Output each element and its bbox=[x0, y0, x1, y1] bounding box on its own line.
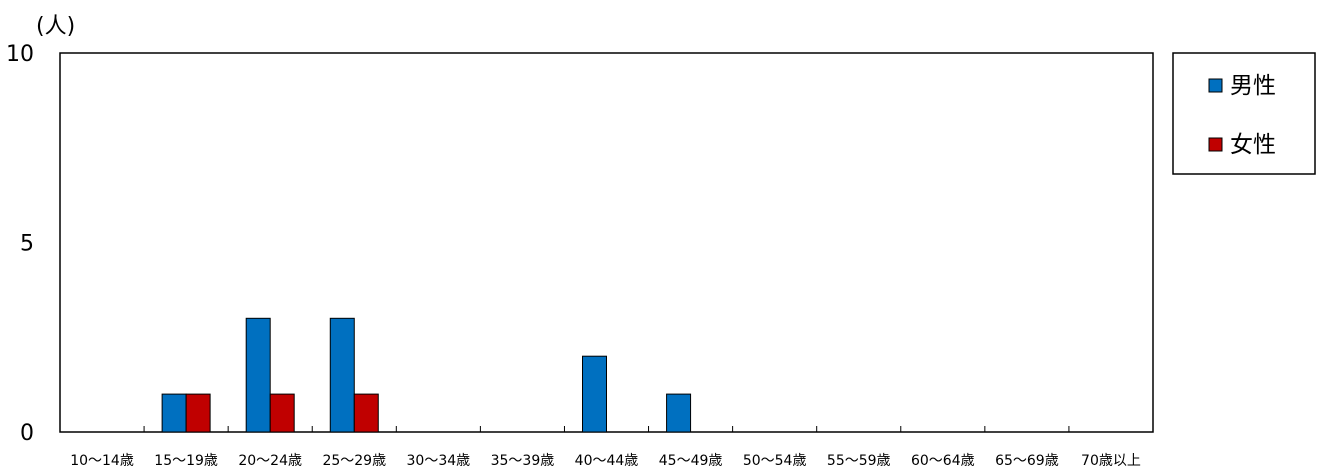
x-tick-label: 70歳以上 bbox=[1081, 453, 1141, 469]
x-tick-label: 45〜49歳 bbox=[659, 453, 723, 469]
y-axis-label: (人) bbox=[36, 14, 75, 39]
x-tick-label: 55〜59歳 bbox=[827, 453, 891, 469]
legend-swatch-female bbox=[1208, 137, 1223, 152]
bars bbox=[161, 317, 692, 433]
x-tick-label: 60〜64歳 bbox=[911, 453, 975, 469]
bar-male bbox=[329, 317, 355, 433]
bar-male bbox=[245, 317, 271, 433]
y-tick-labels: 0 5 10 bbox=[6, 42, 34, 446]
bar-male bbox=[161, 393, 187, 433]
legend-swatch-male bbox=[1208, 78, 1223, 93]
x-tick-label: 25〜29歳 bbox=[322, 453, 386, 469]
legend-label-male: 男性 bbox=[1230, 73, 1276, 99]
bar-male bbox=[666, 393, 692, 433]
x-tick-label: 20〜24歳 bbox=[238, 453, 302, 469]
x-tick-label: 40〜44歳 bbox=[575, 453, 639, 469]
legend-label-female: 女性 bbox=[1230, 132, 1276, 158]
x-tick-label: 10〜14歳 bbox=[70, 453, 134, 469]
bar-female bbox=[353, 393, 379, 433]
bar-male bbox=[582, 355, 607, 433]
x-tick-label: 65〜69歳 bbox=[995, 453, 1059, 469]
y-tick-label: 5 bbox=[20, 232, 34, 257]
legend-box bbox=[1172, 52, 1316, 175]
legend: 男性 女性 bbox=[1172, 52, 1316, 175]
x-tick-label: 35〜39歳 bbox=[491, 453, 555, 469]
y-tick-label: 10 bbox=[6, 42, 34, 67]
x-tick-labels: 10〜14歳 15〜19歳 20〜24歳 25〜29歳 30〜34歳 35〜39歳 40〜4… bbox=[70, 426, 1141, 469]
bar-female bbox=[185, 393, 211, 433]
x-tick-label: 30〜34歳 bbox=[407, 453, 471, 469]
y-tick-label: 0 bbox=[20, 421, 34, 446]
bar-female bbox=[269, 393, 295, 433]
x-tick-label: 15〜19歳 bbox=[154, 453, 218, 469]
x-tick-label: 50〜54歳 bbox=[743, 453, 807, 469]
